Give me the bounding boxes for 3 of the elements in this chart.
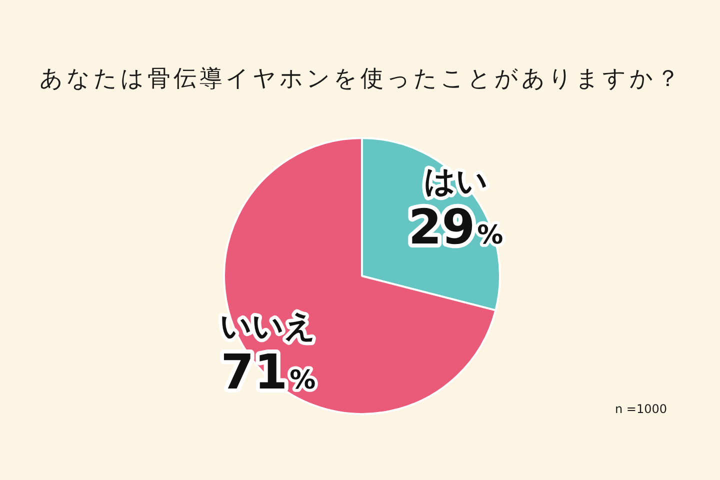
chart-title: あなたは骨伝導イヤホンを使ったことがありますか？ [40, 66, 682, 92]
text: n =1000 [614, 402, 668, 416]
slice-label: はい [424, 163, 488, 200]
